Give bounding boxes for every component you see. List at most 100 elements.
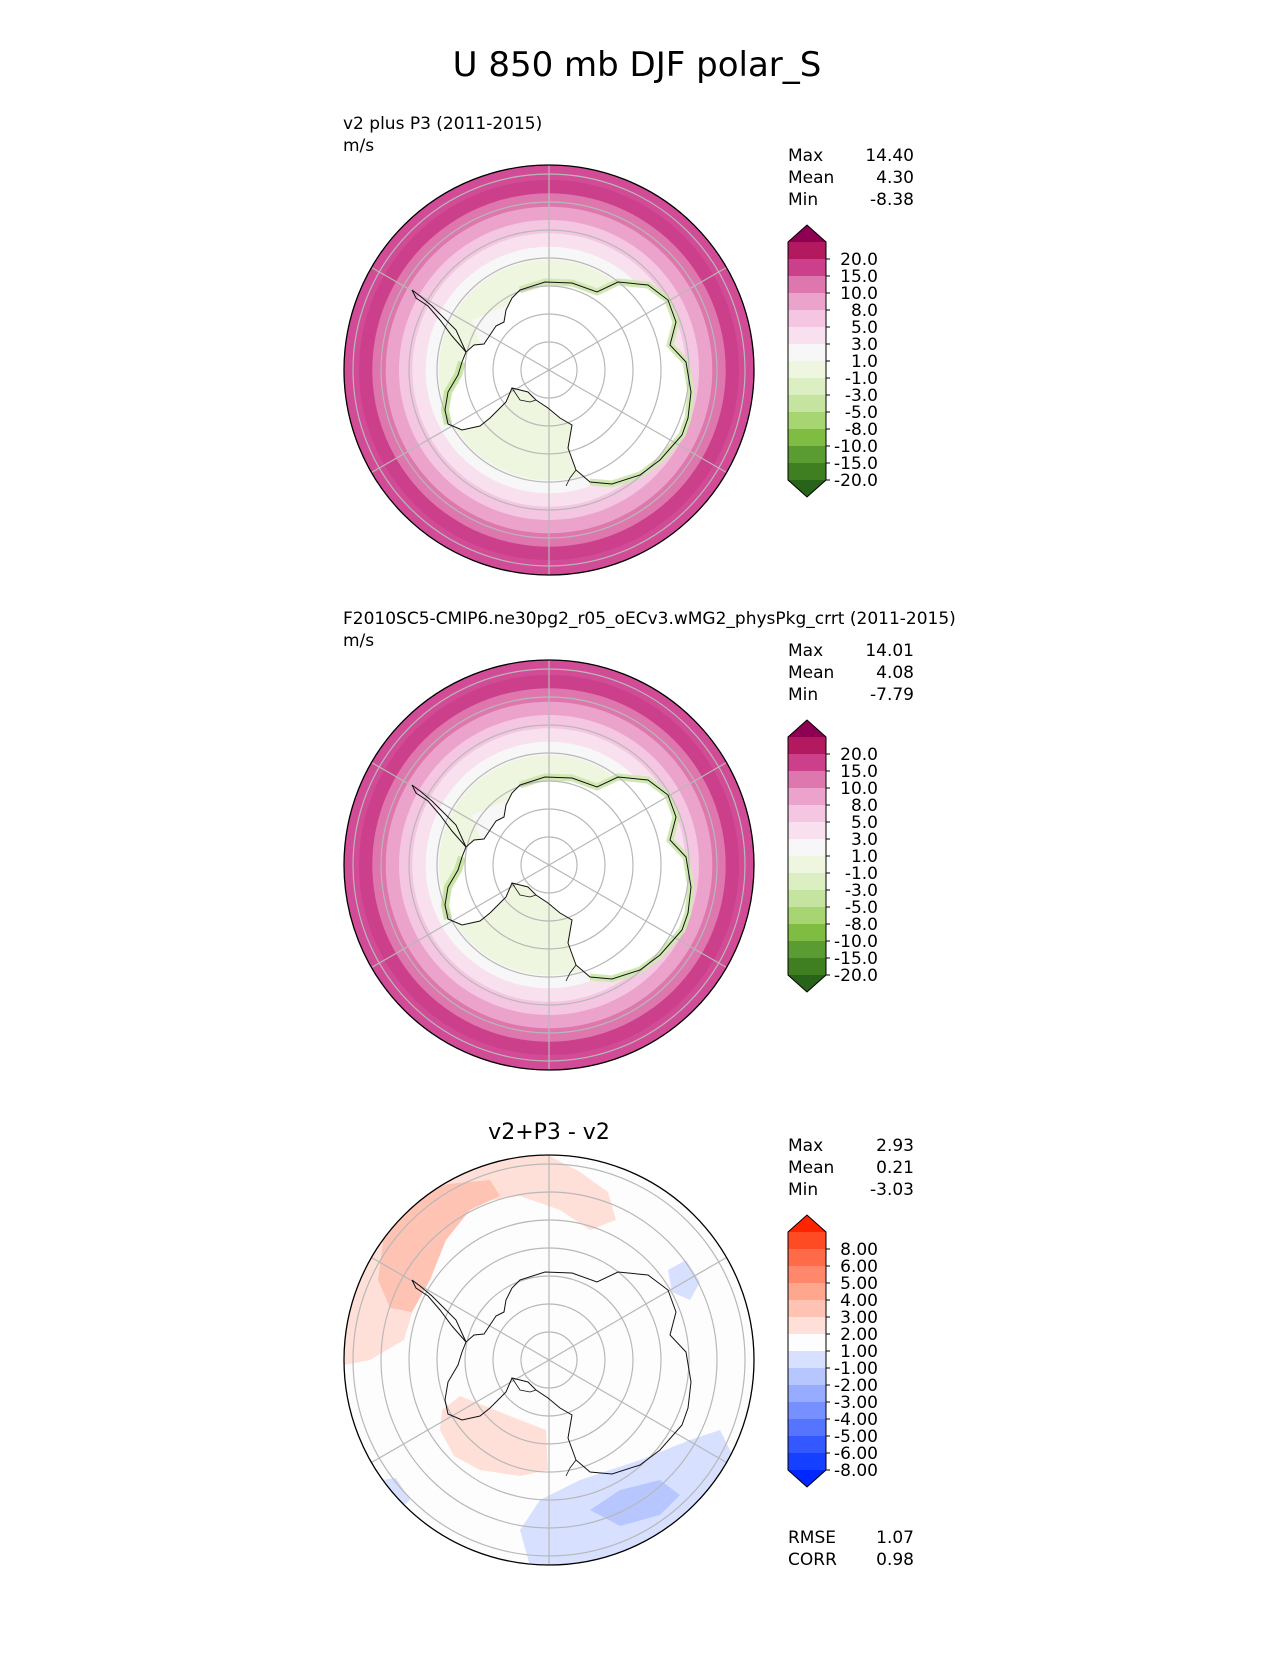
colorbar-segment (788, 805, 826, 823)
colorbar-segment (788, 907, 826, 925)
colorbar-segment (788, 378, 826, 396)
colorbar-tick-label: 15.0 (840, 762, 878, 782)
colorbar-segment (788, 276, 826, 294)
colorbar-extend-max (788, 1215, 826, 1232)
colorbar-segment (788, 924, 826, 942)
colorbar-segment (788, 839, 826, 857)
colorbar-segment (788, 1402, 826, 1420)
stat-value: 4.30 (876, 168, 914, 188)
colorbar-tick-label: -3.00 (834, 1393, 878, 1413)
colorbar-segment (788, 1232, 826, 1250)
colorbar-segment (788, 737, 826, 755)
colorbar-tick-label: -6.00 (834, 1444, 878, 1464)
colorbar-segment (788, 1317, 826, 1335)
colorbar-extend-min (788, 480, 826, 497)
colorbar: 8.006.005.004.003.002.001.00-1.00-2.00-3… (787, 1214, 878, 1488)
colorbar-tick-label: 3.0 (851, 830, 878, 850)
colorbar-tick-label: 6.00 (840, 1257, 878, 1277)
stat-label: Max (788, 1136, 823, 1156)
anomaly-negative (668, 1260, 700, 1300)
colorbar-tick-label: 8.00 (840, 1240, 878, 1260)
stat-label: Mean (788, 1158, 834, 1178)
stat-label: Mean (788, 168, 834, 188)
colorbar-segment (788, 822, 826, 840)
stats-block: Max 14.40 Mean 4.30 Min -8.38 (788, 146, 914, 210)
colorbar-segment (788, 344, 826, 362)
colorbar-segment (788, 327, 826, 345)
colorbar-segment (788, 242, 826, 260)
colorbar-extend-max (788, 720, 826, 737)
stats-block: Max 2.93 Mean 0.21 Min -3.03 (788, 1136, 914, 1200)
colorbar-tick-label: 10.0 (840, 779, 878, 799)
colorbar-segment (788, 941, 826, 959)
panel-units: m/s (343, 631, 374, 651)
colorbar-segment (788, 1453, 826, 1471)
colorbar-tick-label: -15.0 (834, 454, 878, 474)
colorbar-tick-label: 3.00 (840, 1308, 878, 1328)
colorbar-tick-label: 10.0 (840, 284, 878, 304)
colorbar-segment (788, 1334, 826, 1352)
anomaly-positive (440, 1396, 548, 1476)
colorbar-tick-label: 5.0 (851, 813, 878, 833)
stat-value: 14.40 (865, 146, 914, 166)
colorbar-tick-label: -5.0 (845, 898, 878, 918)
colorbar-tick-label: -1.00 (834, 1359, 878, 1379)
colorbar-tick-label: 2.00 (840, 1325, 878, 1345)
colorbar-extend-min (788, 1470, 826, 1487)
colorbar-segment (788, 873, 826, 891)
colorbar-tick-label: 4.00 (840, 1291, 878, 1311)
polar-map (343, 164, 755, 576)
colorbar-tick-label: -1.0 (845, 864, 878, 884)
panel-units: m/s (343, 136, 374, 156)
colorbar-segment (788, 1266, 826, 1284)
colorbar-segment (788, 1385, 826, 1403)
colorbar-tick-label: -3.0 (845, 881, 878, 901)
map-boundary (343, 659, 755, 1071)
colorbar-tick-label: 20.0 (840, 250, 878, 270)
colorbar-segment (788, 958, 826, 976)
colorbar-tick-label: -10.0 (834, 932, 878, 952)
stat-label: Min (788, 685, 818, 705)
stat-value: 14.01 (865, 641, 914, 661)
figure-title: U 850 mb DJF polar_S (453, 45, 822, 85)
colorbar-tick-label: 3.0 (851, 335, 878, 355)
polar-map (343, 659, 755, 1071)
colorbar-tick-label: -8.0 (845, 420, 878, 440)
colorbar-tick-label: 1.0 (851, 847, 878, 867)
panel-title: v2 plus P3 (2011-2015) (343, 114, 542, 134)
colorbar-tick-label: -8.00 (834, 1461, 878, 1481)
map-boundary (343, 1154, 755, 1566)
colorbar-tick-label: -15.0 (834, 949, 878, 969)
colorbar-segment (788, 1300, 826, 1318)
stat-value: 0.21 (876, 1158, 914, 1178)
colorbar-tick-label: -10.0 (834, 437, 878, 457)
colorbar-segment (788, 1283, 826, 1301)
metric-value: 1.07 (876, 1528, 914, 1548)
colorbar-tick-label: 20.0 (840, 745, 878, 765)
colorbar-tick-label: 8.0 (851, 301, 878, 321)
colorbar-segment (788, 771, 826, 789)
anomaly-negative (590, 1480, 680, 1526)
metric-label: RMSE (788, 1528, 836, 1548)
colorbar-tick-label: -2.00 (834, 1376, 878, 1396)
colorbar-extend-max (788, 225, 826, 242)
colorbar-tick-label: 8.0 (851, 796, 878, 816)
land-mask (445, 777, 691, 979)
stat-value: -7.79 (870, 685, 914, 705)
colorbar-tick-label: 15.0 (840, 267, 878, 287)
colorbar-tick-label: -3.0 (845, 386, 878, 406)
metric-label: CORR (788, 1550, 837, 1570)
stat-value: 2.93 (876, 1136, 914, 1156)
colorbar-tick-label: -5.00 (834, 1427, 878, 1447)
colorbar-tick-label: 5.00 (840, 1274, 878, 1294)
colorbar-segment (788, 429, 826, 447)
metric-value: 0.98 (876, 1550, 914, 1570)
panel-title: v2+P3 - v2 (488, 1120, 610, 1145)
colorbar-segment (788, 259, 826, 277)
stat-label: Mean (788, 663, 834, 683)
colorbar-segment (788, 1368, 826, 1386)
colorbar-segment (788, 310, 826, 328)
stat-label: Max (788, 146, 823, 166)
colorbar-segment (788, 754, 826, 772)
